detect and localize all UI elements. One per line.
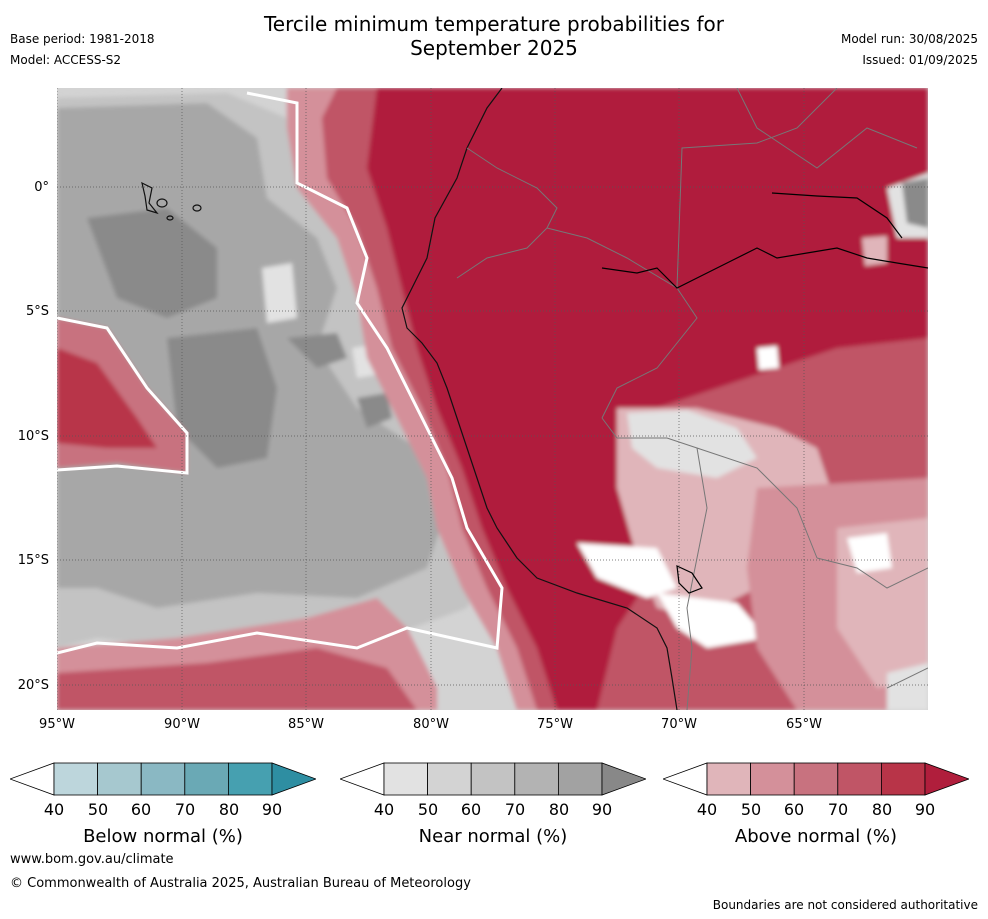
lat-tick: 10°S — [17, 429, 49, 444]
amazon-river — [771, 192, 903, 239]
base-period: Base period: 1981-2018 — [10, 32, 155, 46]
legend-tick: 60 — [130, 800, 152, 819]
lat-tick: 5°S — [25, 304, 49, 319]
weak-signal-zone — [577, 543, 677, 598]
lon-tick: 95°W — [39, 717, 75, 732]
galapagos-islands — [141, 181, 202, 221]
legend-swatch — [97, 762, 142, 796]
legend-swatch — [53, 762, 98, 796]
legend-title: Below normal (%) — [83, 826, 243, 847]
near-normal-50-zone — [887, 663, 928, 710]
lon-tick: 85°W — [288, 717, 324, 732]
legend-swatch — [470, 762, 516, 796]
above-normal-90-zone — [57, 348, 157, 448]
near-normal-90-zone — [902, 178, 928, 228]
weak-signal-zone — [847, 533, 892, 573]
lon-tick: 75°W — [537, 717, 573, 732]
legend-colorbar — [340, 762, 646, 796]
legend-swatch — [750, 762, 795, 796]
title-line-1: Tercile minimum temperature probabilitie… — [263, 12, 725, 36]
weak-signal-zone — [657, 593, 767, 648]
above-normal-40-zone — [862, 236, 887, 266]
legend-tick: 40 — [373, 800, 395, 819]
legend-tick: 80 — [548, 800, 570, 819]
legend-tick: 60 — [783, 800, 805, 819]
legend-swatch — [880, 762, 926, 796]
legend-swatch-high — [924, 762, 969, 796]
legend-swatch-high — [601, 762, 646, 796]
above-normal-80-zone — [57, 648, 417, 710]
near-normal-90-zone — [357, 393, 392, 428]
legend-swatch — [184, 762, 229, 796]
legend-near-normal: 40 50 60 70 80 90 Near normal (%) — [340, 761, 646, 851]
map-title: Tercile minimum temperature probabilitie… — [0, 12, 988, 60]
boundaries-note: Boundaries are not considered authoritat… — [712, 898, 978, 912]
legend-swatch — [383, 762, 428, 796]
legend-tick: 90 — [914, 800, 936, 819]
graticule — [57, 88, 928, 710]
copyright-text: © Commonwealth of Australia 2025, Austra… — [10, 876, 471, 891]
legend-colorbar — [10, 762, 316, 796]
legend-tick: 70 — [504, 800, 526, 819]
legend-colorbar — [663, 762, 969, 796]
legend-swatch-low — [10, 762, 55, 796]
legend-swatch — [557, 762, 603, 796]
legend-swatch — [427, 762, 472, 796]
lake-titicaca — [676, 565, 703, 594]
above-normal-90-zone — [367, 88, 928, 710]
contour-40-line — [57, 316, 189, 475]
probability-map — [57, 88, 928, 710]
legend-tick: 80 — [871, 800, 893, 819]
near-normal-90-zone — [287, 333, 347, 368]
issued-date: Issued: 01/09/2025 — [862, 53, 978, 67]
lon-tick: 65°W — [786, 717, 822, 732]
legend-tick: 50 — [417, 800, 439, 819]
weak-signal-zone — [757, 346, 779, 370]
lat-tick: 15°S — [17, 553, 49, 568]
legend-swatch — [793, 762, 839, 796]
website-link[interactable]: www.bom.gov.au/climate — [10, 852, 174, 867]
legend-swatch-low — [663, 762, 708, 796]
contour-40-line — [57, 91, 504, 655]
legend-swatch — [837, 762, 882, 796]
lon-tick: 80°W — [413, 717, 449, 732]
legend-tick: 80 — [218, 800, 240, 819]
legend-tick: 50 — [740, 800, 762, 819]
legend-swatch — [140, 762, 186, 796]
title-line-2: September 2025 — [410, 36, 578, 60]
meta-left: Base period: 1981-2018 Model: ACCESS-S2 — [10, 31, 155, 68]
legend-tick: 70 — [827, 800, 849, 819]
legend-tick: 40 — [43, 800, 65, 819]
lon-tick: 70°W — [661, 717, 697, 732]
legend-swatch-low — [340, 762, 385, 796]
legend-tick: 40 — [696, 800, 718, 819]
model-name: Model: ACCESS-S2 — [10, 53, 122, 67]
model-run: Model run: 30/08/2025 — [840, 32, 978, 46]
legend-swatch-high — [271, 762, 316, 796]
legend-swatch — [706, 762, 751, 796]
legend-swatch — [227, 762, 273, 796]
lat-tick: 0° — [34, 180, 49, 195]
legend-below-normal: 40 50 60 70 80 90 Below normal (%) — [10, 761, 316, 851]
legend-tick: 50 — [87, 800, 109, 819]
lat-tick: 20°S — [17, 678, 49, 693]
legend-swatch — [514, 762, 559, 796]
legend-title: Above normal (%) — [734, 826, 898, 847]
legend-above-normal: 40 50 60 70 80 90 Above normal (%) — [663, 761, 969, 851]
meta-right: Model run: 30/08/2025 Issued: 01/09/2025 — [841, 31, 978, 68]
coastline — [401, 88, 678, 710]
country-borders — [456, 88, 928, 710]
legend-tick: 70 — [174, 800, 196, 819]
lon-tick: 90°W — [164, 717, 200, 732]
amazon-river — [601, 247, 928, 289]
legend-tick: 60 — [460, 800, 482, 819]
near-normal-50-zone — [262, 263, 297, 323]
legend-title: Near normal (%) — [418, 826, 568, 847]
near-normal-90-zone — [87, 208, 217, 318]
legend-tick: 90 — [591, 800, 613, 819]
near-normal-90-zone — [167, 328, 277, 468]
near-normal-50-zone — [627, 410, 757, 478]
legend-tick: 90 — [261, 800, 283, 819]
